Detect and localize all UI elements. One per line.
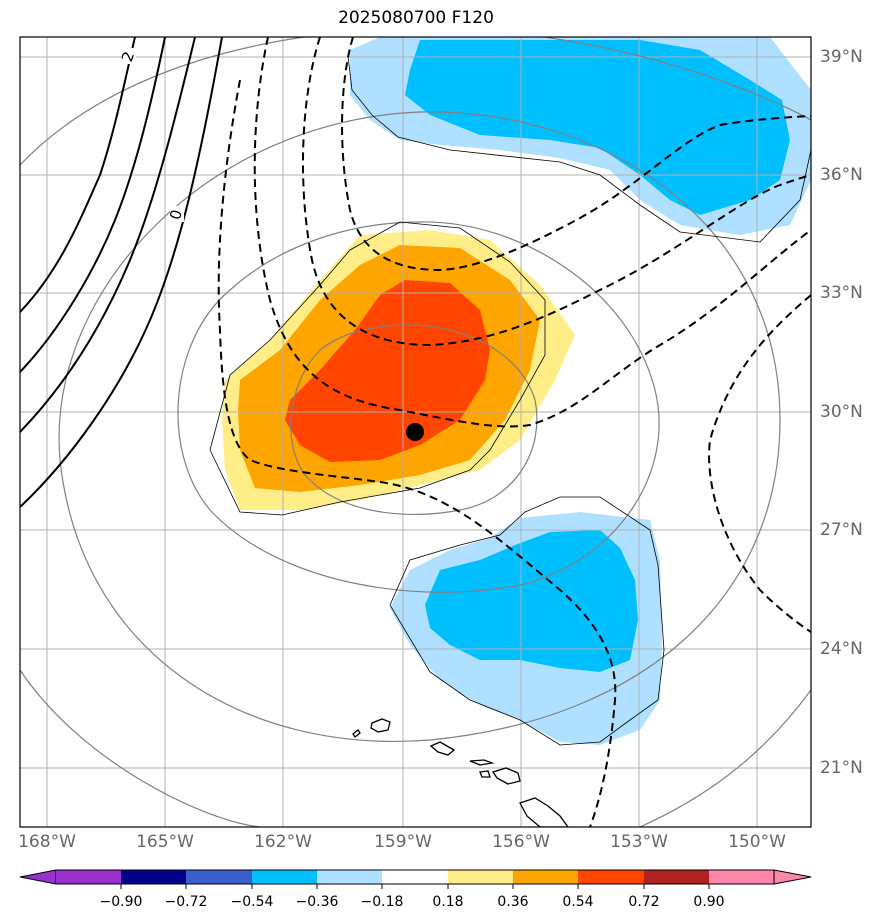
hawaiian-islands xyxy=(352,718,569,827)
positive-anomaly-blue-north xyxy=(405,40,790,215)
lon-label-150w: 150°W xyxy=(728,832,786,852)
colorbar-tick-label: 0.72 xyxy=(628,894,660,910)
dashed-contours xyxy=(217,37,811,827)
colorbar-tick-label: 0.90 xyxy=(693,894,725,910)
graticule xyxy=(20,37,811,827)
lon-label-159w: 159°W xyxy=(374,832,432,852)
storm-center-marker xyxy=(406,423,424,441)
colorbar-tick-label: 0.18 xyxy=(432,894,464,910)
lon-label-162w: 162°W xyxy=(254,832,312,852)
lat-label-30n: 30°N xyxy=(820,402,863,422)
contour-label-0: 0 xyxy=(166,208,186,222)
lat-label-36n: 36°N xyxy=(820,165,863,185)
colorbar-tick-label: −0.36 xyxy=(295,894,339,910)
colorbar-tick-label: −0.18 xyxy=(360,894,404,910)
lat-label-33n: 33°N xyxy=(820,283,863,303)
colorbar-tick-label: −0.90 xyxy=(99,894,143,910)
positive-anomaly-blue-south xyxy=(425,530,638,672)
lon-label-156w: 156°W xyxy=(492,832,550,852)
negative-anomaly-red xyxy=(285,280,490,462)
lon-label-165w: 165°W xyxy=(136,832,194,852)
colorbar-extend-min xyxy=(19,869,57,885)
colorbar-tick-label: −0.54 xyxy=(230,894,274,910)
lat-label-39n: 39°N xyxy=(820,47,863,67)
solid-contours xyxy=(20,37,223,508)
lat-label-21n: 21°N xyxy=(820,758,863,778)
lat-label-27n: 27°N xyxy=(820,520,863,540)
lat-label-24n: 24°N xyxy=(820,639,863,659)
colorbar-extend-max xyxy=(773,869,812,885)
colorbar-tick-label: −0.72 xyxy=(164,894,208,910)
range-rings xyxy=(20,37,811,827)
colorbar xyxy=(19,869,812,889)
lon-label-168w: 168°W xyxy=(18,832,76,852)
colorbar-tick-label: 0.54 xyxy=(562,894,594,910)
lon-label-153w: 153°W xyxy=(610,832,668,852)
colorbar-tick-label: 0.36 xyxy=(497,894,529,910)
map-title: 2025080700 F120 xyxy=(338,8,494,28)
map-frame xyxy=(19,36,812,828)
thin-contours xyxy=(209,55,811,746)
